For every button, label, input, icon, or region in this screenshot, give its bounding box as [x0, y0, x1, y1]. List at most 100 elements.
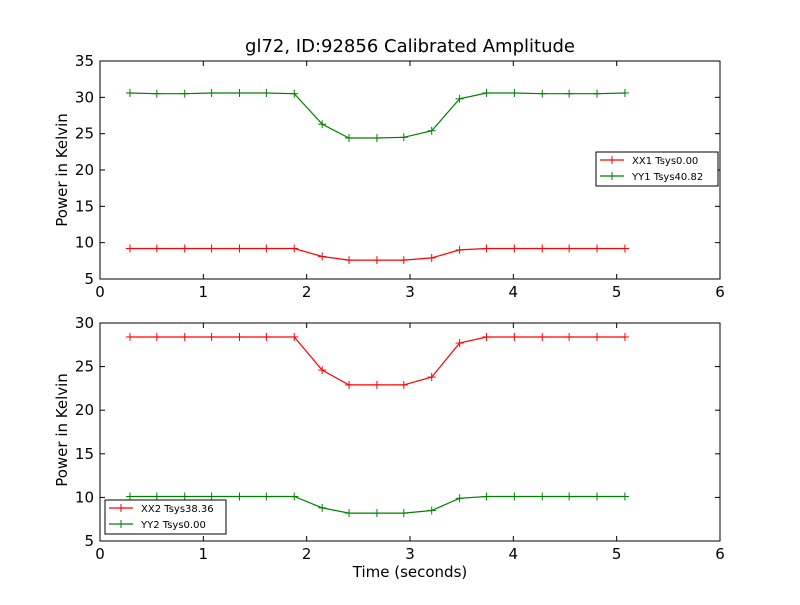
top-series-1-point	[125, 244, 134, 253]
bottom-series-2-point	[455, 494, 464, 503]
bottom-y-tick-label: 25	[75, 358, 94, 376]
bottom-series-2-point	[235, 492, 244, 501]
top-legend-label-1: XX1 Tsys0.00	[632, 156, 698, 167]
top-series-1-point	[427, 253, 436, 262]
top-chart-title: gl72, ID:92856 Calibrated Amplitude	[245, 36, 575, 57]
bottom-series-2-point	[207, 492, 216, 501]
bottom-x-tick-label: 4	[509, 545, 519, 563]
bottom-series-1-point	[565, 332, 574, 341]
bottom-series-1-point	[262, 332, 271, 341]
bottom-y-tick-label: 15	[75, 445, 94, 463]
bottom-y-axis-label: Power in Kelvin	[53, 373, 71, 487]
legend-marker	[117, 520, 125, 528]
top-series-2-point	[482, 88, 491, 97]
top-series-2-point	[207, 88, 216, 97]
top-legend-label-2: YY1 Tsys40.82	[631, 172, 703, 183]
bottom-series-2-point	[538, 492, 547, 501]
bottom-legend-box	[104, 499, 227, 535]
bottom-x-tick-label: 0	[95, 545, 105, 563]
top-series-1-point	[207, 244, 216, 253]
bottom-series-1-point	[593, 332, 602, 341]
bottom-series-2-point	[125, 492, 134, 501]
bottom-y-tick-label: 10	[75, 488, 94, 506]
top-series-1-point	[482, 244, 491, 253]
bottom-series-1-point	[620, 332, 629, 341]
bottom-series-2-point	[152, 492, 161, 501]
bottom-series-2-point	[345, 509, 354, 518]
top-series-2-point	[345, 134, 354, 143]
bottom-series-1-point	[318, 366, 327, 375]
bottom-subplot: Power in Kelvin Time (seconds) 0 1 2 3 4 5 6 5 1…	[53, 314, 725, 581]
top-series-1-point	[235, 244, 244, 253]
top-series-2-point	[565, 89, 574, 98]
bottom-y-tick-label: 20	[75, 401, 94, 419]
top-y-tick-label: 5	[84, 270, 94, 288]
top-y-tick-label: 35	[75, 52, 94, 70]
top-series-2-point	[510, 88, 519, 97]
top-series-layer	[125, 88, 629, 265]
bottom-series-1-point	[372, 380, 381, 389]
top-series-1-point	[290, 244, 299, 253]
top-legend-box	[595, 151, 719, 187]
bottom-series-1-point	[455, 339, 464, 348]
bottom-series-2-point	[372, 509, 381, 518]
top-series-2-point	[455, 94, 464, 103]
top-x-tick-label: 4	[509, 283, 519, 301]
bottom-series-2-point	[593, 492, 602, 501]
bottom-legend: XX2 Tsys38.36 YY2 Tsys0.00	[104, 499, 227, 535]
legend-marker	[117, 504, 125, 512]
bottom-x-tick-label: 5	[612, 545, 622, 563]
bottom-series-2-point	[399, 509, 408, 518]
bottom-y-tick-label: 30	[75, 314, 94, 332]
top-series-1-point	[399, 256, 408, 265]
top-y-tick-label: 30	[75, 88, 94, 106]
top-series-2-point	[235, 88, 244, 97]
bottom-series-layer	[125, 332, 629, 518]
bottom-x-tick-label: 1	[199, 545, 209, 563]
top-y-tick-label: 15	[75, 197, 94, 215]
top-series-2-point	[262, 88, 271, 97]
legend-marker	[608, 172, 616, 180]
top-legend: XX1 Tsys0.00 YY1 Tsys40.82	[595, 151, 719, 187]
top-y-axis-label: Power in Kelvin	[53, 113, 71, 227]
bottom-series-1-point	[510, 332, 519, 341]
top-series-1-point	[180, 244, 189, 253]
top-series-1-point	[345, 256, 354, 265]
top-series-2-point	[538, 89, 547, 98]
top-series-2-point	[620, 88, 629, 97]
bottom-series-1-point	[290, 332, 299, 341]
top-series-2-point	[290, 89, 299, 98]
legend-marker	[608, 156, 616, 164]
top-x-tick-label: 0	[95, 283, 105, 301]
top-subplot: gl72, ID:92856 Calibrated Amplitude Powe…	[53, 36, 725, 301]
top-x-tick-label: 1	[199, 283, 209, 301]
top-series-1-point	[318, 252, 327, 261]
bottom-series-2-point	[427, 506, 436, 515]
top-series-1-point	[593, 244, 602, 253]
bottom-series-1-point	[235, 332, 244, 341]
bottom-plot-frame	[99, 322, 721, 542]
top-series-2-point	[372, 134, 381, 143]
top-series-2-point	[427, 126, 436, 135]
bottom-series-1-point	[180, 332, 189, 341]
top-series-2-point	[152, 89, 161, 98]
top-x-tick-label: 3	[405, 283, 415, 301]
bottom-series-1-point	[207, 332, 216, 341]
bottom-legend-label-2: YY2 Tsys0.00	[140, 520, 206, 531]
top-series-2-point	[180, 89, 189, 98]
bottom-series-1-point	[125, 332, 134, 341]
bottom-series-2-point	[510, 492, 519, 501]
top-x-tick-label: 2	[302, 283, 312, 301]
top-series-1-point	[372, 256, 381, 265]
bottom-series-1-point	[482, 332, 491, 341]
top-series-2-point	[399, 133, 408, 142]
top-series-2-point	[318, 120, 327, 129]
top-series-1-point	[455, 245, 464, 254]
x-axis-label: Time (seconds)	[352, 563, 468, 581]
top-y-tick-label: 20	[75, 161, 94, 179]
top-plot-frame	[99, 60, 721, 280]
top-series-1-point	[262, 244, 271, 253]
bottom-series-1-point	[399, 380, 408, 389]
top-series-1-point	[538, 244, 547, 253]
